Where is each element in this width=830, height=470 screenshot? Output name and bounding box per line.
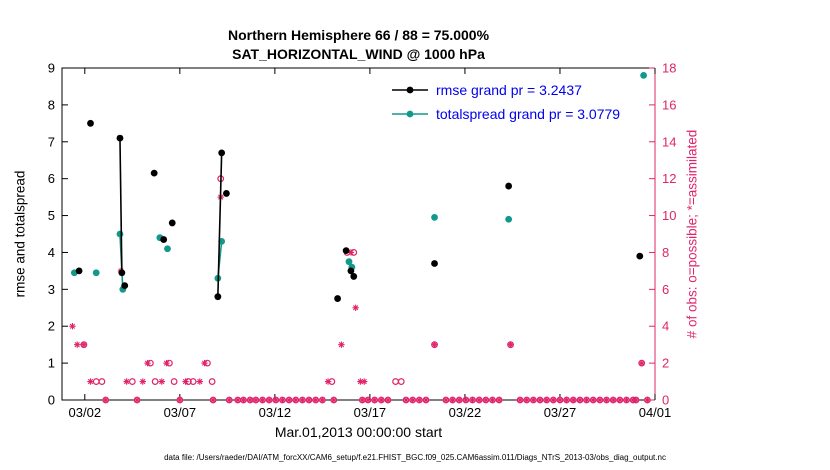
rmse-series (75, 119, 644, 302)
svg-text:5: 5 (48, 208, 55, 223)
legend-label-rmse: rmse grand pr = 3.2437 (436, 82, 582, 98)
svg-text:4: 4 (48, 245, 55, 260)
svg-text:16: 16 (662, 97, 676, 112)
left-axis-label: rmse and totalspread (12, 170, 28, 298)
svg-text:12: 12 (662, 171, 676, 186)
plot-frame (61, 67, 655, 401)
x-axis-label: Mar.01,2013 00:00:00 start (274, 424, 443, 440)
legend-item-rmse: rmse grand pr = 3.2437 (392, 80, 620, 100)
svg-text:0: 0 (48, 393, 55, 408)
svg-text:3: 3 (48, 282, 55, 297)
svg-text:03/07: 03/07 (164, 405, 197, 420)
svg-text:2: 2 (48, 319, 55, 334)
obs-zero-points (102, 396, 651, 404)
svg-text:8: 8 (48, 97, 55, 112)
obs-possible-points (80, 175, 646, 385)
chart-subtitle: SAT_HORIZONTAL_WIND @ 1000 hPa (232, 46, 485, 62)
svg-text:0: 0 (662, 393, 669, 408)
svg-text:4: 4 (662, 319, 669, 334)
x-axis-ticks: 03/02 03/07 03/12 03/17 03/22 03/27 04/01 (69, 68, 672, 420)
svg-text:8: 8 (662, 245, 669, 260)
svg-text:03/27: 03/27 (544, 405, 577, 420)
svg-text:03/12: 03/12 (259, 405, 292, 420)
svg-text:1: 1 (48, 356, 55, 371)
totalspread-line-marker-icon (392, 110, 428, 118)
svg-text:04/01: 04/01 (639, 405, 672, 420)
svg-text:6: 6 (48, 171, 55, 186)
svg-text:2: 2 (662, 356, 669, 371)
svg-text:7: 7 (48, 134, 55, 149)
svg-text:6: 6 (662, 282, 669, 297)
rmse-line-marker-icon (392, 86, 428, 94)
chart-title: Northern Hemisphere 66 / 88 = 75.000% (227, 27, 490, 43)
legend-label-totalspread: totalspread grand pr = 3.0779 (436, 106, 621, 122)
obs-assimilated-points (69, 193, 645, 385)
right-axis-ticks: 0 2 4 6 8 10 12 14 16 18 (649, 61, 676, 408)
svg-text:18: 18 (662, 61, 676, 76)
svg-text:9: 9 (48, 61, 55, 76)
left-axis-ticks: 0 1 2 3 4 5 6 7 8 9 (48, 61, 68, 408)
data-file-caption: data file: /Users/raeder/DAI/ATM_forcXX/… (164, 453, 666, 462)
right-axis-label: # of obs: o=possible; *=assimilated (684, 129, 700, 339)
svg-text:03/17: 03/17 (354, 405, 387, 420)
legend: rmse grand pr = 3.2437 totalspread grand… (392, 80, 620, 124)
svg-text:14: 14 (662, 134, 676, 149)
svg-text:03/22: 03/22 (449, 405, 482, 420)
svg-text:10: 10 (662, 208, 676, 223)
legend-item-totalspread: totalspread grand pr = 3.0779 (392, 104, 620, 124)
svg-text:03/02: 03/02 (69, 405, 102, 420)
